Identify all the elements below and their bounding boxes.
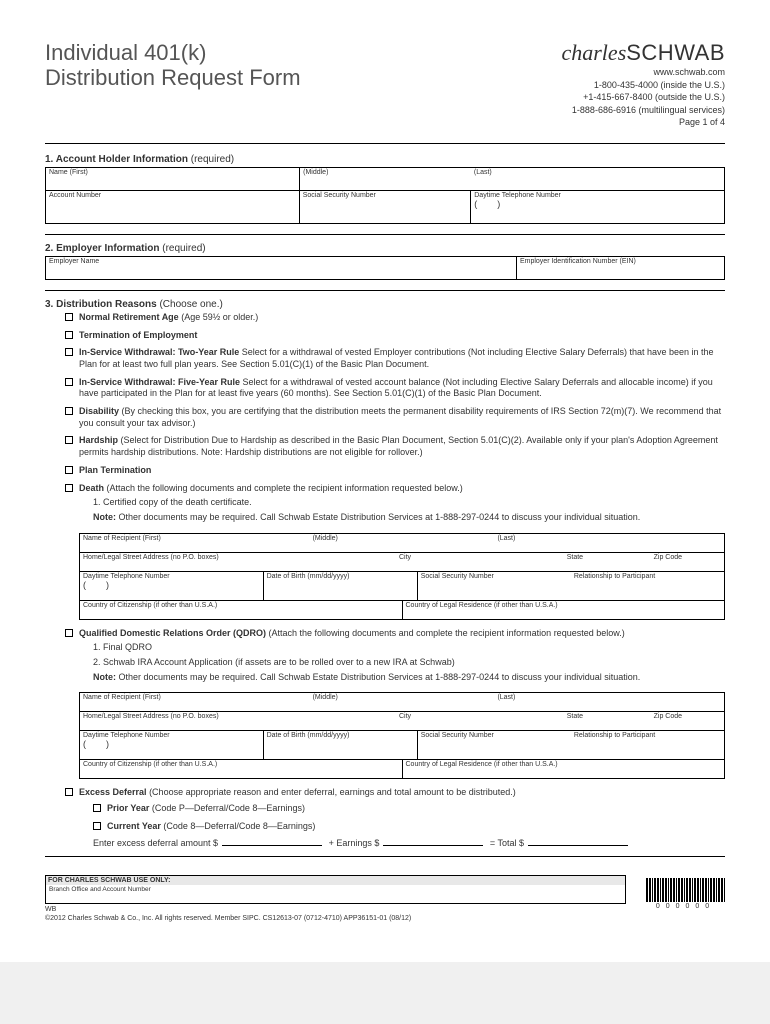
branch-label: Branch Office and Account Number — [49, 886, 622, 901]
recip-ssn[interactable]: Social Security Number — [418, 572, 571, 600]
checkbox[interactable] — [65, 484, 73, 492]
divider — [45, 234, 725, 235]
barcode-numbers: 000000 — [646, 903, 725, 910]
phone-us: 1-800-435-4000 (inside the U.S.) — [561, 79, 725, 92]
checkbox[interactable] — [65, 348, 73, 356]
recip-citizenship[interactable]: Country of Citizenship (if other than U.… — [80, 601, 403, 619]
recip-citizenship[interactable]: Country of Citizenship (if other than U.… — [80, 760, 403, 778]
checkbox[interactable] — [65, 629, 73, 637]
section1-title: 1. Account Holder Information (required) — [45, 154, 725, 165]
daytime-phone-field[interactable]: Daytime Telephone Number ( ) — [471, 191, 724, 223]
divider — [45, 290, 725, 291]
checkbox[interactable] — [93, 804, 101, 812]
form-page: Individual 401(k) Distribution Request F… — [0, 0, 770, 962]
option-five-year: In-Service Withdrawal: Five-Year Rule Se… — [65, 377, 725, 400]
checkbox[interactable] — [65, 313, 73, 321]
page-num: Page 1 of 4 — [561, 116, 725, 129]
recip-relationship[interactable]: Relationship to Participant — [571, 731, 724, 759]
checkbox[interactable] — [65, 436, 73, 444]
header-right: charlesSCHWAB www.schwab.com 1-800-435-4… — [561, 40, 725, 135]
website: www.schwab.com — [561, 66, 725, 79]
section2-title: 2. Employer Information (required) — [45, 243, 725, 254]
option-plan-term: Plan Termination — [65, 465, 725, 477]
name-middle-field[interactable]: (Middle) — [300, 168, 471, 191]
option-termination: Termination of Employment — [65, 330, 725, 342]
recip-phone[interactable]: Daytime Telephone Number( ) — [80, 572, 264, 600]
schwab-use-box: FOR CHARLES SCHWAB USE ONLY: Branch Offi… — [45, 875, 626, 904]
recip-address[interactable]: Home/Legal Street Address (no P.O. boxes… — [80, 712, 396, 730]
option-qdro: Qualified Domestic Relations Order (QDRO… — [65, 628, 725, 687]
divider — [45, 143, 725, 144]
excess-nested: Prior Year (Code P—Deferral/Code 8—Earni… — [93, 803, 725, 850]
copyright: ©2012 Charles Schwab & Co., Inc. All rig… — [45, 915, 626, 922]
recip-state[interactable]: State — [564, 553, 651, 571]
qdro-sublist: 1. Final QDRO 2. Schwab IRA Account Appl… — [93, 642, 725, 683]
option-two-year: In-Service Withdrawal: Two-Year Rule Sel… — [65, 347, 725, 370]
recip-address[interactable]: Home/Legal Street Address (no P.O. boxes… — [80, 553, 396, 571]
ssn-field[interactable]: Social Security Number — [300, 191, 472, 223]
qdro-recipient-grid: Name of Recipient (First) (Middle) (Last… — [79, 692, 725, 779]
checkbox[interactable] — [65, 407, 73, 415]
recip-residence[interactable]: Country of Legal Residence (if other tha… — [403, 601, 725, 619]
recip-last[interactable]: (Last) — [494, 693, 724, 711]
footer-row: FOR CHARLES SCHWAB USE ONLY: Branch Offi… — [45, 865, 725, 922]
recip-last[interactable]: (Last) — [494, 534, 724, 552]
header: Individual 401(k) Distribution Request F… — [45, 40, 725, 135]
phone-intl: +1-415-667-8400 (outside the U.S.) — [561, 91, 725, 104]
recip-first[interactable]: Name of Recipient (First) — [80, 534, 310, 552]
phone-multi: 1-888-686-6916 (multilingual services) — [561, 104, 725, 117]
earnings-amount-field[interactable] — [383, 845, 483, 846]
recip-residence[interactable]: Country of Legal Residence (if other tha… — [403, 760, 725, 778]
account-holder-grid: Name (First) (Middle) (Last) Account Num… — [45, 167, 725, 224]
account-number-field[interactable]: Account Number — [46, 191, 300, 223]
ein-field[interactable]: Employer Identification Number (EIN) — [517, 257, 724, 279]
form-title: Individual 401(k) Distribution Request F… — [45, 40, 301, 91]
use-only-header: FOR CHARLES SCHWAB USE ONLY: — [46, 876, 625, 885]
option-excess: Excess Deferral (Choose appropriate reas… — [65, 787, 725, 850]
option-disability: Disability (By checking this box, you ar… — [65, 406, 725, 429]
title-line1: Individual 401(k) — [45, 40, 301, 65]
recip-middle[interactable]: (Middle) — [310, 693, 495, 711]
option-hardship: Hardship (Select for Distribution Due to… — [65, 435, 725, 458]
recip-first[interactable]: Name of Recipient (First) — [80, 693, 310, 711]
title-line2: Distribution Request Form — [45, 65, 301, 90]
checkbox[interactable] — [65, 378, 73, 386]
distribution-reasons: Normal Retirement Age (Age 59½ or older.… — [65, 312, 725, 850]
recip-middle[interactable]: (Middle) — [310, 534, 495, 552]
recip-zip[interactable]: Zip Code — [651, 712, 724, 730]
checkbox[interactable] — [65, 466, 73, 474]
checkbox[interactable] — [93, 822, 101, 830]
barcode-icon — [646, 878, 725, 902]
total-amount-field[interactable] — [528, 845, 628, 846]
checkbox[interactable] — [65, 331, 73, 339]
recip-dob[interactable]: Date of Birth (mm/dd/yyyy) — [264, 731, 418, 759]
option-retirement: Normal Retirement Age (Age 59½ or older.… — [65, 312, 725, 324]
checkbox[interactable] — [65, 788, 73, 796]
recip-relationship[interactable]: Relationship to Participant — [571, 572, 724, 600]
option-death: Death (Attach the following documents an… — [65, 483, 725, 527]
section3-title: 3. Distribution Reasons (Choose one.) — [45, 299, 725, 310]
recip-dob[interactable]: Date of Birth (mm/dd/yyyy) — [264, 572, 418, 600]
name-first-field[interactable]: Name (First) — [46, 168, 300, 191]
recip-zip[interactable]: Zip Code — [651, 553, 724, 571]
employer-grid: Employer Name Employer Identification Nu… — [45, 256, 725, 280]
divider — [45, 856, 725, 857]
deferral-amount-field[interactable] — [222, 845, 322, 846]
contact-info: www.schwab.com 1-800-435-4000 (inside th… — [561, 66, 725, 129]
recip-state[interactable]: State — [564, 712, 651, 730]
death-sublist: 1. Certified copy of the death certifica… — [93, 497, 725, 523]
name-last-field[interactable]: (Last) — [471, 168, 724, 191]
recip-city[interactable]: City — [396, 712, 564, 730]
wb-label: WB — [45, 906, 626, 913]
barcode-block: 000000 — [646, 878, 725, 910]
recip-phone[interactable]: Daytime Telephone Number( ) — [80, 731, 264, 759]
recip-ssn[interactable]: Social Security Number — [418, 731, 571, 759]
death-recipient-grid: Name of Recipient (First) (Middle) (Last… — [79, 533, 725, 620]
recip-city[interactable]: City — [396, 553, 564, 571]
employer-name-field[interactable]: Employer Name — [46, 257, 517, 279]
excess-amounts: Enter excess deferral amount $ + Earning… — [93, 838, 725, 850]
schwab-logo: charlesSCHWAB — [561, 40, 725, 66]
